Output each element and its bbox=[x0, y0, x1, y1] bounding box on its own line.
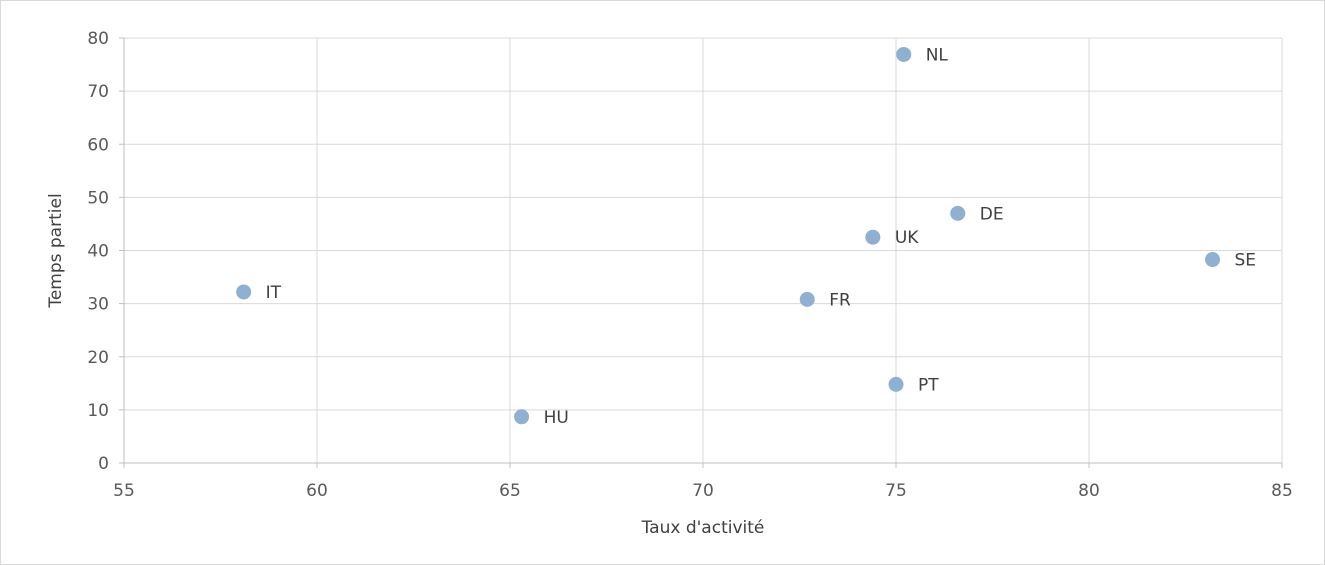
y-tick-label: 20 bbox=[87, 348, 109, 368]
data-point-fr bbox=[799, 291, 815, 307]
y-tick-label: 70 bbox=[87, 82, 109, 102]
y-tick-label: 40 bbox=[87, 242, 109, 262]
data-label-fr: FR bbox=[829, 290, 851, 310]
y-tick-label: 50 bbox=[87, 188, 109, 208]
data-point-uk bbox=[865, 229, 881, 245]
data-label-uk: UK bbox=[895, 228, 919, 248]
data-label-se: SE bbox=[1235, 251, 1257, 271]
data-point-nl bbox=[896, 46, 912, 62]
y-tick-label: 80 bbox=[87, 29, 109, 49]
data-label-it: IT bbox=[266, 283, 282, 303]
x-tick-label: 85 bbox=[1271, 481, 1293, 501]
y-tick-label: 30 bbox=[87, 295, 109, 315]
y-axis-title: Temps partiel bbox=[46, 193, 66, 308]
data-point-it bbox=[236, 284, 252, 300]
x-tick-label: 60 bbox=[306, 481, 328, 501]
labels-layer: IT HU FR UK PT NL DE SE bbox=[266, 45, 1256, 427]
data-point-se bbox=[1205, 252, 1221, 268]
y-tick-label: 0 bbox=[98, 454, 109, 474]
axes-layer: 55 60 65 70 75 80 85 0 10 20 30 40 50 60 70 80 bbox=[87, 29, 1292, 501]
grid-layer bbox=[123, 37, 1283, 463]
data-label-pt: PT bbox=[918, 375, 939, 395]
x-tick-label: 55 bbox=[113, 481, 135, 501]
data-point-hu bbox=[514, 409, 530, 425]
data-point-pt bbox=[888, 376, 904, 392]
data-label-nl: NL bbox=[926, 45, 949, 65]
x-tick-label: 75 bbox=[885, 481, 907, 501]
y-tick-label: 10 bbox=[87, 401, 109, 421]
x-tick-label: 65 bbox=[499, 481, 521, 501]
y-tick-label: 60 bbox=[87, 135, 109, 155]
x-axis-title: Taux d'activité bbox=[641, 518, 765, 538]
x-tick-label: 80 bbox=[1078, 481, 1100, 501]
data-point-de bbox=[950, 205, 966, 221]
x-tick-label: 70 bbox=[692, 481, 714, 501]
data-label-de: DE bbox=[980, 204, 1004, 224]
points-layer bbox=[236, 46, 1221, 425]
data-label-hu: HU bbox=[544, 408, 569, 428]
